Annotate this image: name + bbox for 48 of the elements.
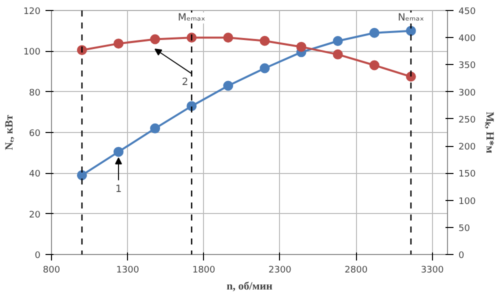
point (76, 170, 87, 180)
y-tick-label: 20 (29, 210, 41, 220)
point (369, 60, 380, 70)
point (296, 42, 306, 52)
point (406, 72, 416, 82)
point (76, 45, 87, 56)
y-tick-label: 120 (23, 7, 41, 17)
y2-tick-label: 300 (458, 88, 476, 98)
x-tick-label: 800 (42, 266, 60, 276)
x-tick-label: 2300 (268, 266, 292, 276)
point (260, 36, 270, 46)
ref-line-label: Nₑₘₐₓ (398, 12, 424, 24)
point (369, 28, 380, 38)
annotation: 1 (115, 184, 122, 195)
y2-tick-label: 350 (458, 61, 476, 72)
point (186, 101, 197, 112)
x-tick-label: 3300 (420, 266, 444, 276)
point (150, 34, 160, 44)
y2-tick-label: 450 (458, 7, 476, 17)
y-tick-label: 100 (23, 48, 41, 58)
point (114, 38, 124, 49)
y2-tick-label: 50 (458, 224, 470, 234)
y2-tick-label: 150 (458, 170, 476, 180)
y2-tick-label: 250 (458, 115, 476, 126)
y2-tick-label: 400 (458, 34, 476, 44)
point (114, 146, 124, 157)
x-tick-label: 2800 (344, 266, 368, 276)
y-tick-label: 60 (29, 129, 41, 139)
y2-axis-title: Mₖ, Н*м (484, 112, 496, 154)
y-tick-label: 0 (34, 251, 41, 261)
ref-line-label: Mₑₘₐₓ (178, 12, 206, 24)
y-axis-title: Nₑ, кВт (3, 114, 16, 150)
y-tick-label: 80 (29, 88, 41, 98)
annotation: 2 (182, 77, 188, 88)
point (150, 123, 160, 134)
point (332, 36, 343, 46)
y-tick-label: 40 (29, 170, 41, 180)
y2-tick-label: 0 (458, 251, 464, 261)
point (223, 80, 234, 91)
point (260, 63, 270, 74)
y2-tick-label: 200 (458, 142, 476, 153)
point (332, 49, 343, 60)
point (223, 32, 234, 43)
x-tick-label: 1300 (116, 266, 140, 276)
x-axis-title: n, об/мин (226, 280, 274, 292)
x-tick-label: 1800 (192, 266, 216, 276)
point (406, 26, 416, 36)
y2-tick-label: 100 (458, 196, 476, 207)
